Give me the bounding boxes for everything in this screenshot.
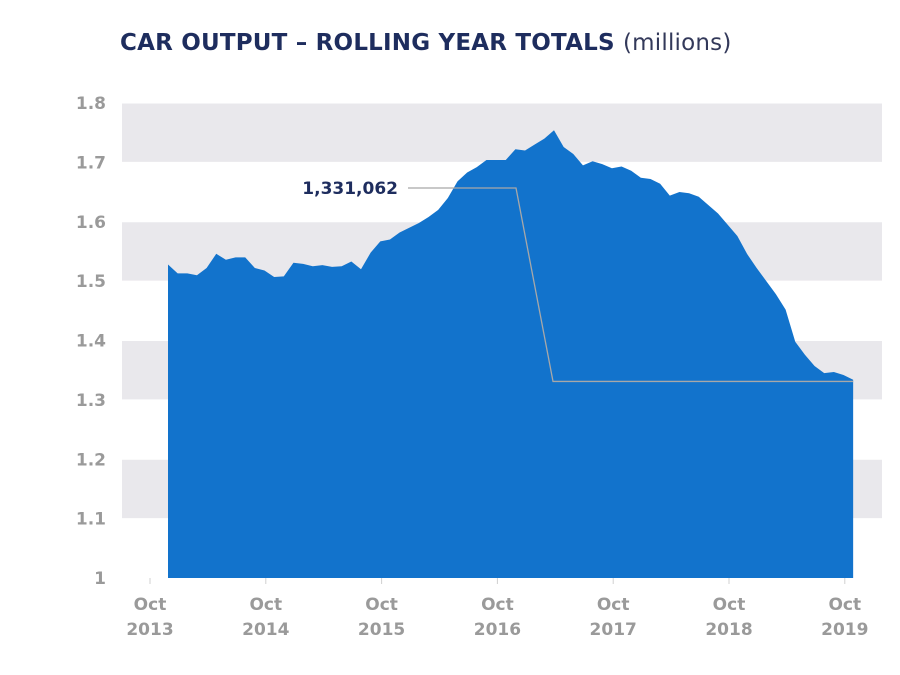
x-tick-year: 2018: [705, 620, 752, 640]
y-axis: 1 1.1 1.2 1.3 1.4 1.5 1.6 1.7 1.8: [76, 94, 106, 589]
x-tick-year: 2015: [358, 620, 405, 640]
x-axis: Oct 2013 Oct 2014 Oct 2015 Oct 2016 Oct 2017 Oct 20…: [122, 578, 882, 640]
y-tick-label: 1.5: [76, 272, 106, 292]
x-tick-month: Oct: [481, 595, 514, 615]
x-tick-year: 2013: [126, 620, 173, 640]
y-tick-label: 1.2: [76, 450, 106, 470]
area-layer: [168, 130, 854, 578]
x-tick-year: 2014: [242, 620, 289, 640]
x-tick-month: Oct: [597, 595, 630, 615]
x-tick-year: 2017: [590, 620, 637, 640]
x-tick-year: 2016: [474, 620, 521, 640]
area-series: [168, 130, 854, 578]
x-tick-month: Oct: [365, 595, 398, 615]
chart-title: CAR OUTPUT – ROLLING YEAR TOTALS (millio…: [120, 30, 732, 56]
y-tick-label: 1.6: [76, 213, 106, 233]
x-tick-month: Oct: [249, 595, 282, 615]
band-7: [122, 103, 882, 163]
y-tick-label: 1.1: [76, 510, 106, 530]
annotation-layer: 1,331,062: [302, 179, 854, 383]
x-tick-month: Oct: [134, 595, 167, 615]
y-tick-label: 1.8: [76, 94, 106, 114]
x-tick-month: Oct: [713, 595, 746, 615]
title-text: CAR OUTPUT – ROLLING YEAR TOTALS: [120, 30, 615, 56]
callout-label: 1,331,062: [302, 179, 398, 199]
callout-leader: [408, 187, 854, 383]
x-tick-month: Oct: [828, 595, 861, 615]
y-tick-label: 1.4: [76, 332, 106, 352]
x-tick-year: 2019: [821, 620, 868, 640]
title-unit: (millions): [623, 30, 732, 56]
y-tick-label: 1: [94, 569, 106, 589]
y-tick-label: 1.7: [76, 153, 106, 173]
y-tick-label: 1.3: [76, 391, 106, 411]
